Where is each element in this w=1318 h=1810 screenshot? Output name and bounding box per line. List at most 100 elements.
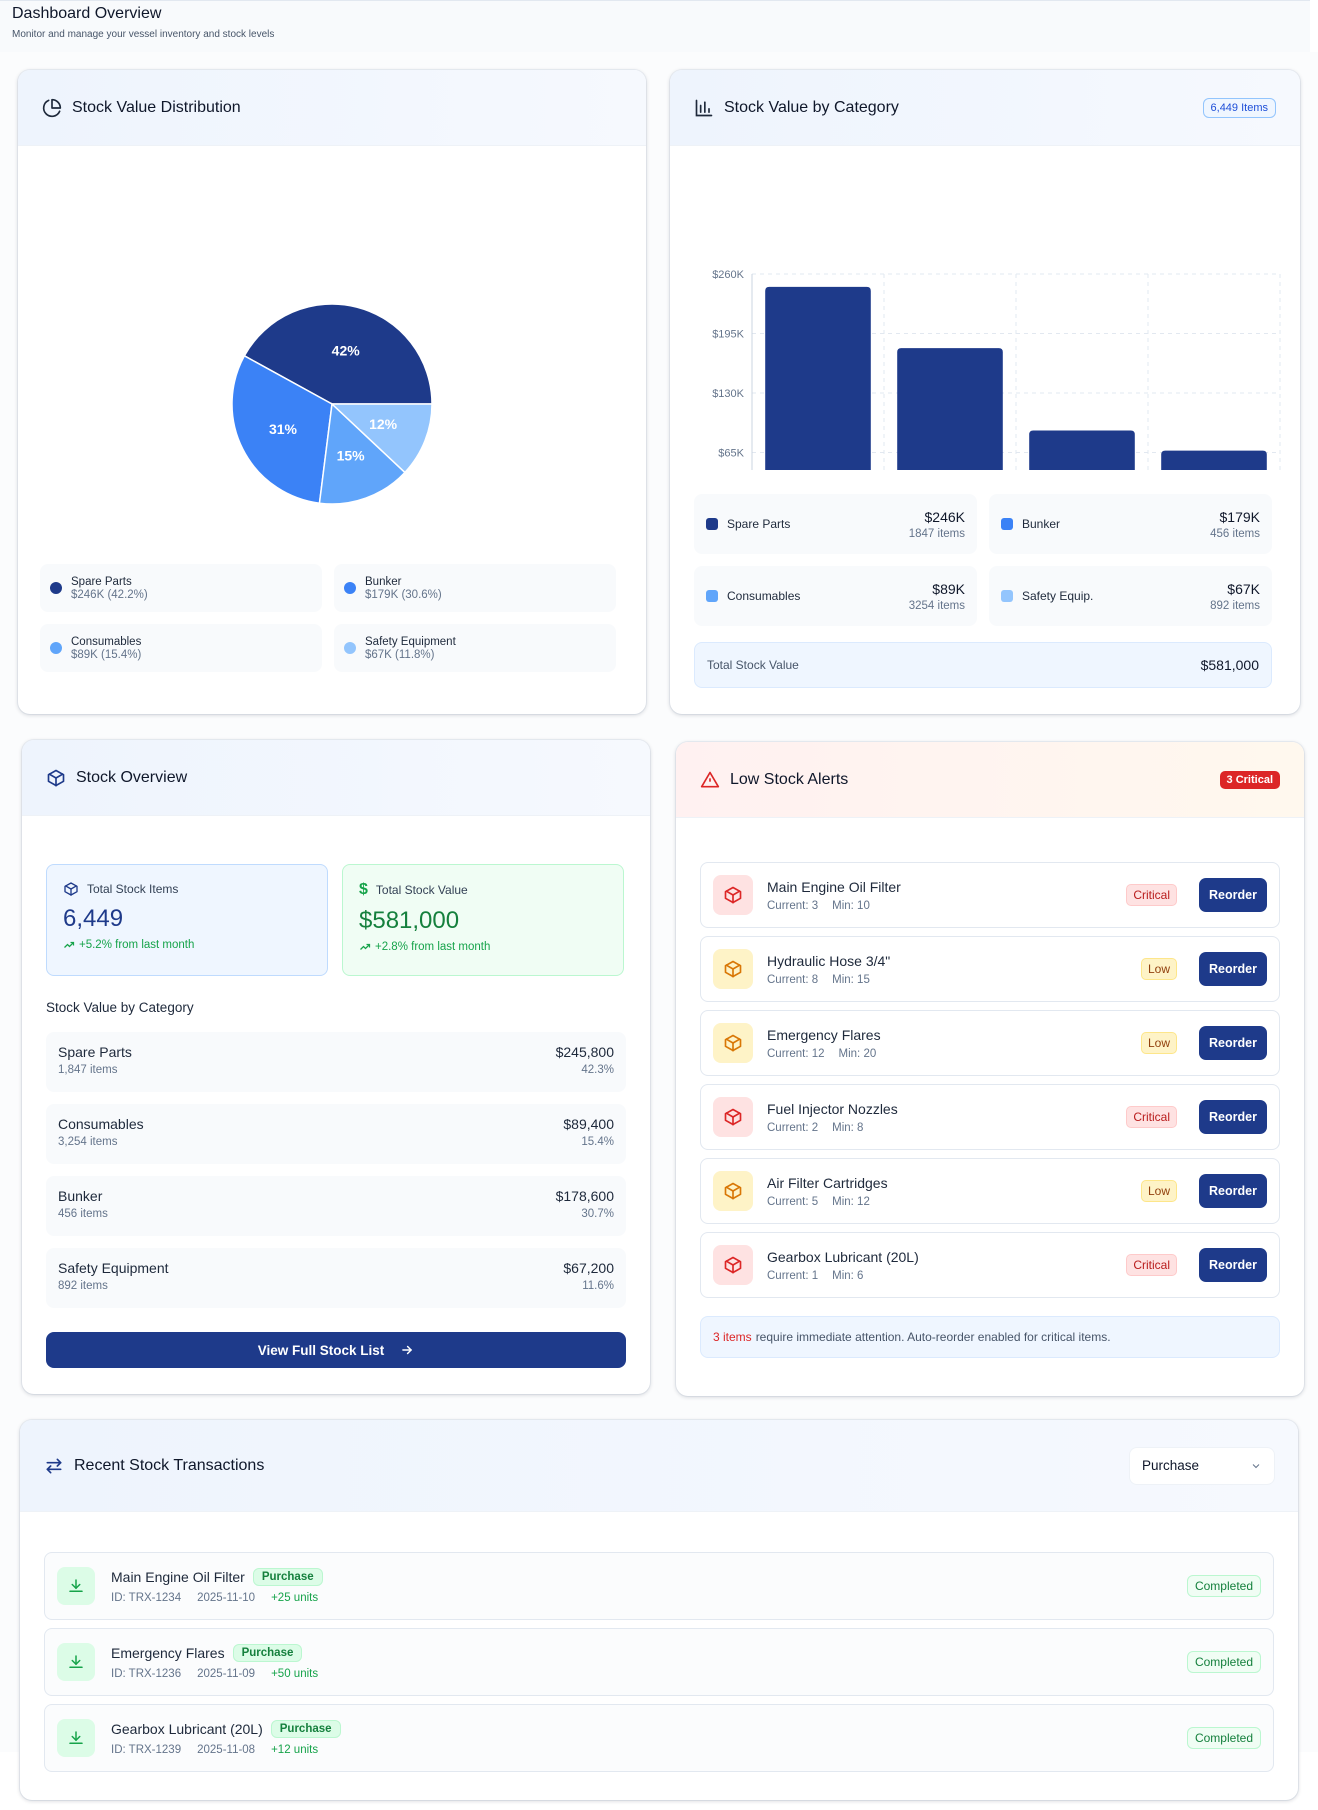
reorder-button[interactable]: Reorder xyxy=(1199,1100,1267,1134)
status-badge: Completed xyxy=(1186,1651,1261,1673)
transaction-id: ID: TRX-1234 xyxy=(111,1592,182,1604)
category-swatch xyxy=(706,590,718,602)
row-count: 892 items xyxy=(58,1280,108,1292)
alert-item-name: Air Filter Cartridges xyxy=(767,1174,888,1191)
critical-count-badge: 3 Critical xyxy=(1219,770,1280,789)
view-full-stock-list-button[interactable]: View Full Stock List xyxy=(46,1332,626,1368)
package-icon xyxy=(713,875,753,915)
category-card: Stock Value by Category 6,449 Items $0K$… xyxy=(670,70,1300,714)
alerts-header: Low Stock Alerts 3 Critical xyxy=(676,742,1304,818)
category-count: 3254 items xyxy=(908,599,965,612)
download-icon xyxy=(57,1643,95,1681)
total-value-value: $581,000 xyxy=(359,907,460,934)
legend-detail: $89K (15.4%) xyxy=(71,648,142,661)
transaction-id: ID: TRX-1236 xyxy=(111,1668,182,1680)
transaction-type-select[interactable]: Purchase xyxy=(1130,1447,1274,1484)
legend-label: Bunker xyxy=(365,575,402,588)
legend-dot xyxy=(50,582,62,594)
pie-slice xyxy=(318,402,406,505)
transaction-id: ID: TRX-1239 xyxy=(111,1744,182,1756)
reorder-button[interactable]: Reorder xyxy=(1199,1174,1267,1208)
pie-slice-label: 42% xyxy=(332,343,361,359)
category-count: 892 items xyxy=(1210,599,1260,612)
row-name: Bunker xyxy=(58,1188,103,1204)
pie-slice xyxy=(231,354,333,505)
category-name: Safety Equip. xyxy=(1022,589,1094,603)
category-swatch xyxy=(1001,518,1013,530)
trending-up-icon xyxy=(63,939,75,951)
legend-item-bunker: Bunker $179K (30.6%) xyxy=(334,564,616,612)
category-count: 1847 items xyxy=(908,527,965,540)
total-stock-value: Total Stock Value $581,000 xyxy=(694,642,1272,688)
swap-icon xyxy=(44,1456,64,1476)
legend-item-consumables: Consumables $89K (15.4%) xyxy=(40,624,322,672)
note-count: 3 items xyxy=(713,1330,752,1344)
pie-slice-label: 15% xyxy=(337,448,366,464)
legend-label: Spare Parts xyxy=(71,575,132,588)
y-tick-label: $65K xyxy=(718,448,744,460)
row-name: Safety Equipment xyxy=(58,1260,169,1276)
category-swatch xyxy=(706,518,718,530)
category-value: $67K xyxy=(1227,580,1260,597)
total-items-label: Total Stock Items xyxy=(87,882,179,896)
alert-min: Min: 12 xyxy=(832,1195,870,1208)
total-stock-value-box: $ Total Stock Value $581,000 +2.8% from … xyxy=(342,864,624,976)
y-tick-label: $130K xyxy=(712,388,744,400)
transactions-header: Recent Stock Transactions Purchase xyxy=(20,1420,1298,1512)
row-percent: 42.3% xyxy=(581,1064,614,1076)
alert-current: Current: 2 xyxy=(767,1121,819,1134)
alert-item-name: Hydraulic Hose 3/4" xyxy=(767,952,891,969)
transaction-row: Emergency Flares Purchase ID: TRX-1236 202… xyxy=(44,1628,1274,1696)
transaction-units: +12 units xyxy=(271,1744,319,1756)
distribution-title: Stock Value Distribution xyxy=(72,98,241,116)
transaction-units: +50 units xyxy=(271,1668,319,1680)
category-count: 456 items xyxy=(1210,527,1260,540)
reorder-button[interactable]: Reorder xyxy=(1199,1026,1267,1060)
alert-row: Fuel Injector Nozzles Current: 2 Min: 8 Cr… xyxy=(700,1084,1280,1150)
row-percent: 30.7% xyxy=(581,1208,614,1220)
total-value: $581,000 xyxy=(1200,657,1259,673)
alert-row: Air Filter Cartridges Current: 5 Min: 12 L… xyxy=(700,1158,1280,1224)
dollar-icon: $ xyxy=(359,881,368,898)
legend-label: Safety Equipment xyxy=(365,635,456,648)
category-value: $89K xyxy=(932,580,965,597)
transaction-row: Gearbox Lubricant (20L) Purchase ID: TRX-… xyxy=(44,1704,1274,1772)
legend-dot xyxy=(344,582,356,594)
status-badge: Critical xyxy=(1126,1106,1177,1128)
distribution-legend: Spare Parts $246K (42.2%) Bunker $179K (30… xyxy=(40,564,616,672)
category-value: $179K xyxy=(1219,508,1260,525)
note-text: require immediate attention. Auto-reorde… xyxy=(755,1330,1111,1344)
pie-slice-label: 31% xyxy=(269,421,298,437)
alert-min: Min: 8 xyxy=(832,1121,864,1134)
status-badge: Low xyxy=(1140,1032,1177,1054)
category-section-title: Stock Value by Category xyxy=(46,1000,194,1015)
trending-up-icon xyxy=(359,941,371,953)
package-icon xyxy=(713,1171,753,1211)
alert-current: Current: 1 xyxy=(767,1269,819,1282)
transaction-date: 2025-11-08 xyxy=(197,1744,256,1756)
legend-detail: $179K (30.6%) xyxy=(365,588,442,601)
alert-item-name: Fuel Injector Nozzles xyxy=(767,1100,898,1117)
category-box-consumables: Consumables $89K 3254 items xyxy=(694,566,977,626)
row-name: Spare Parts xyxy=(58,1044,132,1060)
reorder-button[interactable]: Reorder xyxy=(1199,952,1267,986)
package-icon xyxy=(713,1023,753,1063)
row-percent: 15.4% xyxy=(581,1136,614,1148)
category-name: Consumables xyxy=(727,589,801,603)
items-count-badge: 6,449 Items xyxy=(1202,97,1276,118)
select-value: Purchase xyxy=(1142,1458,1200,1473)
row-count: 456 items xyxy=(58,1208,108,1220)
alert-min: Min: 10 xyxy=(832,899,870,912)
reorder-button[interactable]: Reorder xyxy=(1199,1248,1267,1282)
category-box-spare-parts: Spare Parts $246K 1847 items xyxy=(694,494,977,554)
stock-overview-header: Stock Overview xyxy=(22,740,650,816)
reorder-button[interactable]: Reorder xyxy=(1199,878,1267,912)
alerts-title: Low Stock Alerts xyxy=(730,770,849,788)
arrow-right-icon xyxy=(400,1343,414,1357)
download-icon xyxy=(57,1567,95,1605)
category-name: Bunker xyxy=(1022,517,1061,531)
category-value: $246K xyxy=(924,508,965,525)
total-value-change: +2.8% from last month xyxy=(375,941,491,953)
row-value: $67,200 xyxy=(563,1260,614,1276)
row-value: $178,600 xyxy=(555,1188,614,1204)
